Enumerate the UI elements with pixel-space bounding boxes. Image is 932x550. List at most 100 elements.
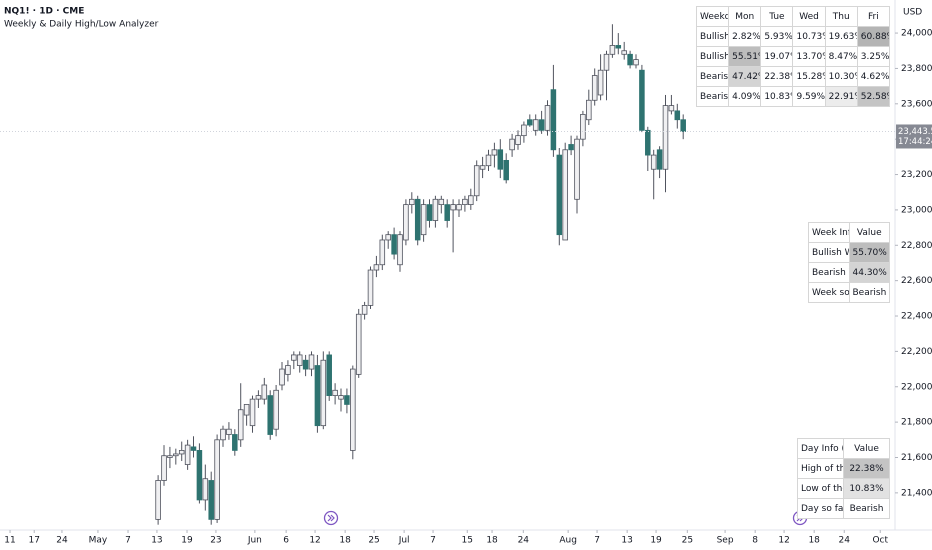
x-tick-label: 19 xyxy=(650,536,662,546)
candle-body xyxy=(220,428,226,441)
candle-body xyxy=(385,234,391,241)
candle-body xyxy=(273,389,279,430)
candle-body xyxy=(326,354,332,396)
x-tick-label: 24 xyxy=(518,536,530,546)
value-cell: 19.63% xyxy=(824,26,858,47)
candle-body xyxy=(591,75,598,101)
x-tick-label: 15 xyxy=(462,536,473,546)
label-cell: Week so far xyxy=(808,282,850,303)
candle-body xyxy=(350,368,356,451)
header-cell: Wed xyxy=(792,6,826,27)
candle-body xyxy=(202,478,209,501)
candle-body xyxy=(403,204,409,241)
candle-body xyxy=(432,198,439,221)
candle-body xyxy=(509,138,515,151)
candle-body xyxy=(261,384,268,400)
y-tick-label: 23,200.00 xyxy=(901,170,932,180)
y-tick-label: 22,000.00 xyxy=(901,382,932,392)
value-cell: 10.73% xyxy=(792,26,826,47)
value-cell: Bearish xyxy=(843,498,890,519)
candle-body xyxy=(656,149,663,170)
y-tick-label: 24,000.00 xyxy=(901,29,932,39)
candle-body xyxy=(302,359,309,370)
value-cell: 3.25% xyxy=(856,46,891,67)
candle-body xyxy=(196,450,203,501)
candle-body xyxy=(308,354,315,370)
value-cell: 10.83% xyxy=(843,478,890,499)
candle-body xyxy=(414,198,421,241)
table-row: Day so far Bearish xyxy=(797,498,890,519)
candle-body xyxy=(521,124,527,137)
candle-body xyxy=(237,409,244,441)
candle-body xyxy=(544,105,551,131)
candle-body xyxy=(397,234,403,266)
x-tick-label: Jul xyxy=(398,536,410,546)
candle-body xyxy=(373,264,380,271)
y-tick-label: 23,000.00 xyxy=(901,205,932,215)
label-cell: Bearish Low xyxy=(695,86,730,107)
candle-body xyxy=(226,428,232,435)
candle-body xyxy=(355,313,362,375)
candle-body xyxy=(621,50,627,55)
currency: USD xyxy=(903,8,922,18)
label-cell: High of the week xyxy=(797,458,844,479)
table-row: High of the week22.38% xyxy=(797,458,890,479)
y-tick-label: 21,800.00 xyxy=(901,418,932,428)
candle-body xyxy=(361,305,368,315)
value-cell: 47.42% xyxy=(728,66,762,87)
x-tick-label: 12 xyxy=(778,536,789,546)
candle-body xyxy=(462,198,468,206)
y-tick-label: 21,600.00 xyxy=(901,453,932,463)
x-tick-label: 25 xyxy=(368,536,379,546)
candle-body xyxy=(633,59,639,66)
y-tick-label: 22,600.00 xyxy=(901,276,932,286)
table-row: Low of the week10.83% xyxy=(797,478,890,499)
x-tick-label: 13 xyxy=(621,536,632,546)
x-tick-label: 7 xyxy=(430,536,436,546)
label-cell: Low of the week xyxy=(797,478,844,499)
candle-body xyxy=(184,444,191,465)
candle-body xyxy=(603,53,610,71)
candle-body xyxy=(438,198,445,206)
value-cell: 22.38% xyxy=(843,458,890,479)
label-cell: Bullish High xyxy=(695,26,730,47)
replay-icon[interactable] xyxy=(323,510,339,526)
x-tick-label: 19 xyxy=(181,536,193,546)
last-price-label: 23,443.50 xyxy=(898,127,932,137)
x-tick-label: 6 xyxy=(283,536,289,546)
header-row: Weekday InfoMonTueWedThuFri xyxy=(695,6,891,27)
header-cell: Day Info (Tue) xyxy=(797,438,844,459)
x-tick-label: 7 xyxy=(125,536,131,546)
value-cell: 52.58% xyxy=(856,86,891,107)
x-tick-label: Oct xyxy=(872,536,888,546)
candle-body xyxy=(161,455,167,481)
x-tick-label: 11 xyxy=(4,536,15,546)
candle-body xyxy=(538,119,545,131)
candle-body xyxy=(503,159,509,181)
candle-body xyxy=(249,398,256,427)
candle-body xyxy=(344,395,350,405)
candle-body xyxy=(214,439,220,520)
candle-body xyxy=(668,105,675,112)
label-cell: Bearish High xyxy=(695,66,730,87)
value-cell: 55.70% xyxy=(848,242,890,263)
y-tick-label: 23,800.00 xyxy=(901,64,932,74)
candle-body xyxy=(426,204,433,221)
candle-body xyxy=(680,119,686,132)
table-row: Bullish Weeks55.70% xyxy=(808,242,890,263)
x-tick-label: 7 xyxy=(594,536,600,546)
header-cell: Tue xyxy=(760,6,794,27)
label-cell: Bullish Low xyxy=(695,46,730,67)
candle-body xyxy=(291,354,297,361)
value-cell: 10.83% xyxy=(760,86,794,107)
candle-body xyxy=(645,129,651,156)
value-cell: 22.91% xyxy=(824,86,858,107)
header-cell: Week Info xyxy=(808,222,850,243)
y-tick-label: 21,400.00 xyxy=(901,488,932,498)
value-cell: 13.70% xyxy=(792,46,826,67)
